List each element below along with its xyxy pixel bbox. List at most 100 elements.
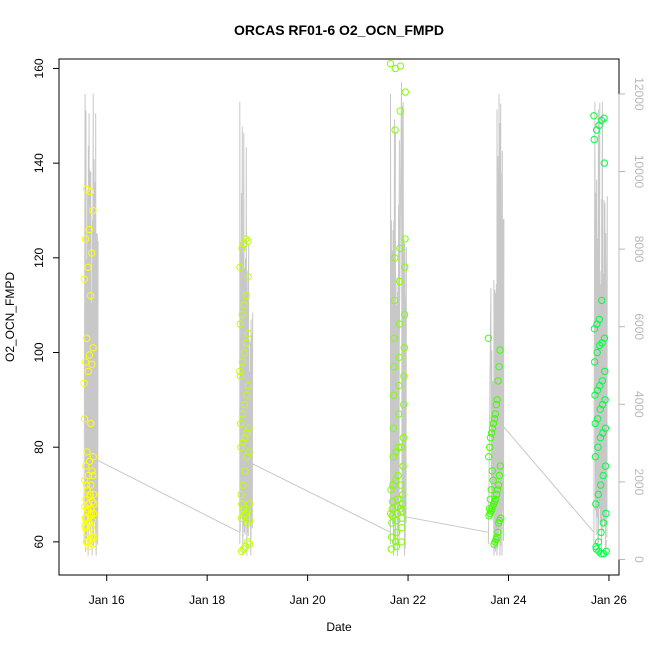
data-point [390,391,398,399]
data-point [240,400,249,409]
data-point [88,360,96,368]
right-y-tick-label: 10000 [632,155,646,189]
data-point [82,462,90,470]
data-point [80,379,88,387]
data-point [599,519,608,527]
data-point [237,514,246,522]
data-point [590,112,598,120]
data-point [399,490,407,499]
data-point [242,391,251,399]
data-point [89,453,98,461]
data-point [490,415,499,423]
data-point [89,490,98,499]
data-point [592,126,601,134]
data-point [591,358,599,366]
data-point [401,263,409,271]
data-point [486,443,494,451]
data-point [495,471,504,480]
y-tick-label: 60 [32,535,46,549]
data-point [237,490,245,499]
data-point [244,538,252,546]
data-point [591,419,599,428]
data-point [602,509,610,518]
data-point [80,415,89,423]
data-point [244,273,252,281]
data-point [597,481,605,489]
data-point [244,329,253,338]
data-point [240,348,249,357]
data-point [243,453,251,461]
data-point [89,344,97,352]
data-point [592,500,600,508]
data-point [238,244,246,253]
data-point [238,358,247,366]
data-point [394,410,403,418]
data-point [393,528,401,537]
data-point [494,481,503,489]
data-point [236,320,244,328]
data-point [84,263,92,271]
data-point [243,519,252,527]
data-point [401,88,409,96]
data-point [387,486,395,494]
data-point [391,126,399,134]
data-point [493,396,501,404]
data-point [88,540,97,548]
data-point [242,509,250,518]
data-point [241,467,249,475]
data-point [596,405,604,413]
data-point [242,292,250,300]
data-point [594,443,602,451]
x-tick-label: Jan 16 [89,593,125,607]
data-point [86,187,95,196]
x-tick-label: Jan 20 [290,593,326,607]
data-point [395,381,403,390]
data-point [394,471,402,480]
data-point [392,448,400,456]
data-point [489,419,498,428]
data-point [241,542,250,551]
data-point [85,225,93,234]
data-point [236,263,244,271]
data-point [242,235,250,243]
data-point [387,509,395,518]
data-point [85,457,94,466]
data-point [236,367,244,376]
data-point [244,237,252,246]
plot-frame [58,58,620,576]
data-point [243,429,251,437]
data-point [81,524,90,532]
data-point [389,424,398,432]
data-point [391,254,399,262]
data-point [245,448,253,456]
data-point [400,310,409,319]
data-point [84,538,92,546]
data-point [492,400,500,409]
y-tick-label: 80 [32,440,46,454]
x-axis-label: Date [326,620,352,634]
data-point [88,249,96,257]
data-point [87,533,96,541]
data-point [237,443,245,451]
data-point [597,528,605,537]
data-point [87,481,95,489]
data-point [594,490,602,499]
data-point [84,505,92,513]
data-point [595,341,604,350]
altitude-trace [83,82,608,556]
data-point [401,235,409,243]
data-point [487,429,496,437]
data-point [397,538,406,546]
x-axis: Jan 16 Jan 18 Jan 20 Jan 22 Jan 24 Jan 26 [89,574,627,607]
data-point [397,505,405,513]
data-point [600,159,608,167]
data-point [485,453,493,461]
data-point [83,185,91,193]
data-point [494,528,502,537]
data-point [390,296,399,305]
data-point [80,275,89,283]
right-y-tick-label: 8000 [632,236,646,263]
data-point [386,60,395,68]
right-y-tick-label: 2000 [632,469,646,496]
